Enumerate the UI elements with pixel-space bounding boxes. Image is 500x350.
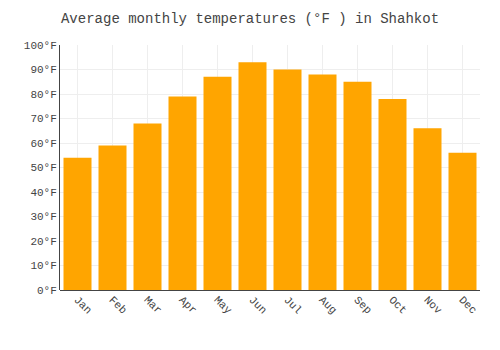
svg-text:10°F: 10°F: [30, 260, 56, 272]
svg-text:100°F: 100°F: [24, 40, 57, 52]
svg-text:90°F: 90°F: [30, 64, 56, 76]
svg-text:60°F: 60°F: [30, 138, 56, 150]
svg-text:20°F: 20°F: [30, 236, 56, 248]
svg-text:Jan: Jan: [71, 294, 93, 316]
svg-text:50°F: 50°F: [30, 162, 56, 174]
svg-text:Dec: Dec: [456, 294, 478, 316]
svg-text:Sep: Sep: [351, 294, 373, 316]
svg-text:40°F: 40°F: [30, 187, 56, 199]
svg-text:Apr: Apr: [176, 294, 198, 316]
svg-text:Oct: Oct: [386, 294, 408, 316]
svg-text:80°F: 80°F: [30, 89, 56, 101]
svg-text:Aug: Aug: [316, 294, 338, 316]
svg-text:30°F: 30°F: [30, 211, 56, 223]
svg-text:Average monthly temperatures (: Average monthly temperatures (°F ) in Sh…: [61, 11, 439, 27]
svg-text:May: May: [211, 294, 234, 317]
svg-text:Jun: Jun: [246, 294, 268, 316]
svg-text:Jul: Jul: [281, 294, 303, 316]
svg-text:0°F: 0°F: [37, 285, 57, 297]
svg-text:70°F: 70°F: [30, 113, 56, 125]
svg-text:Mar: Mar: [141, 294, 163, 316]
svg-text:Nov: Nov: [421, 294, 444, 317]
svg-text:Feb: Feb: [106, 294, 128, 316]
